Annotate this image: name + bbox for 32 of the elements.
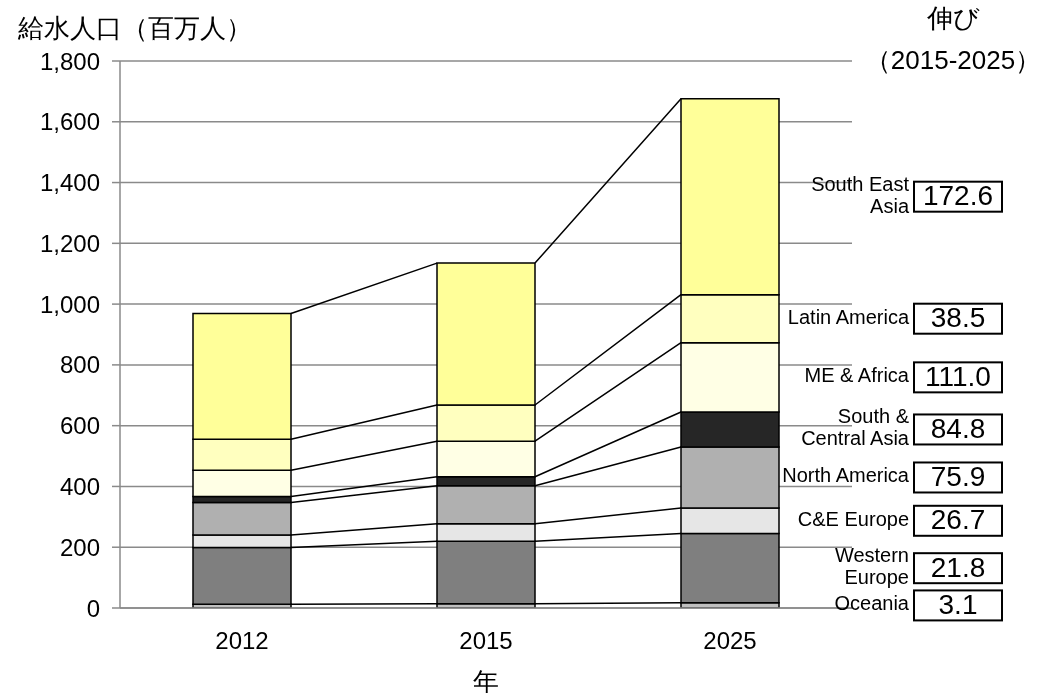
y-tick-label: 600 <box>59 412 100 440</box>
text: （2015-2025） <box>864 44 1041 75</box>
text: 84.8 <box>930 412 986 444</box>
x-tick-label: 2012 <box>215 627 269 655</box>
text: 3.1 <box>938 588 978 620</box>
y-tick-label: 800 <box>59 351 100 379</box>
text: 111.0 <box>925 360 991 392</box>
text: 38.5 <box>930 302 986 334</box>
text: 伸び <box>925 2 980 33</box>
legend-label: South East Asia <box>811 172 910 217</box>
x-tick-label: 2015 <box>459 627 513 655</box>
y-tick-label: 1,000 <box>39 290 100 318</box>
legend-label: C&E Europe <box>797 508 909 531</box>
text: 26.7 <box>930 504 986 536</box>
legend-label: South & Central Asia <box>801 405 910 450</box>
legend-label: Oceania <box>834 592 910 615</box>
y-tick-label: 1,400 <box>39 169 100 197</box>
y-tick-label: 1,800 <box>39 47 100 75</box>
text: 21.8 <box>930 551 986 583</box>
y-axis-title: 給水人口（百万人） <box>17 12 252 43</box>
x-tick-label: 2025 <box>703 627 757 655</box>
y-tick-label: 200 <box>59 533 100 561</box>
y-tick-label: 1,200 <box>39 229 100 257</box>
legend-label: North America <box>782 464 910 487</box>
text: 172.6 <box>922 180 994 212</box>
legend-label: Latin America <box>787 305 910 328</box>
y-tick-label: 1,600 <box>39 108 100 136</box>
text: 75.9 <box>930 460 986 492</box>
legend-label: ME & Africa <box>804 364 910 387</box>
y-tick-label: 0 <box>86 594 100 622</box>
y-tick-label: 400 <box>59 472 100 500</box>
legend-label: Western Europe <box>834 544 909 589</box>
